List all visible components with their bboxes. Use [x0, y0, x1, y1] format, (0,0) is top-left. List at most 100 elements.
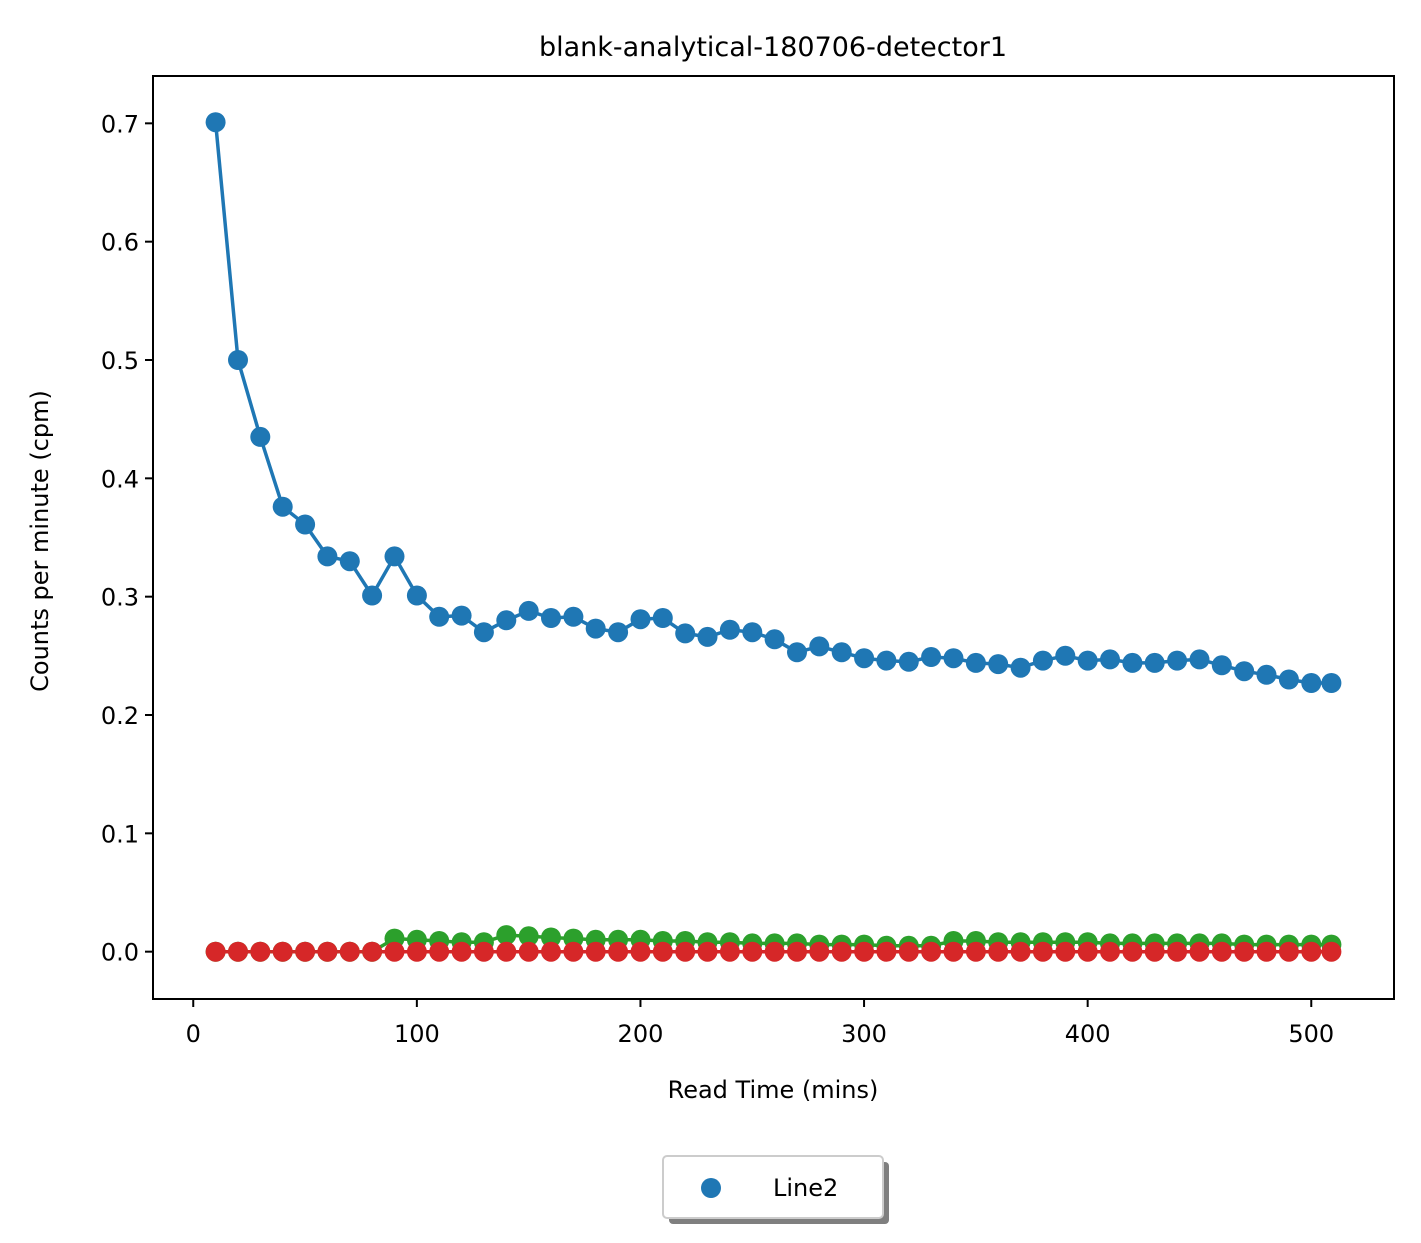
x-axis: 0 100 200 300 400 500 — [186, 999, 1334, 1048]
data-point — [384, 546, 405, 567]
data-point — [518, 926, 539, 947]
data-point — [317, 941, 338, 962]
data-point — [652, 941, 673, 962]
data-point — [1144, 652, 1165, 673]
data-point — [1321, 673, 1342, 693]
data-point — [406, 585, 427, 606]
data-point — [1234, 941, 1255, 962]
data-point — [228, 350, 248, 370]
data-point — [585, 941, 606, 962]
data-point — [943, 648, 964, 669]
data-point — [1234, 661, 1255, 682]
data-point — [228, 941, 248, 962]
x-tick-label: 500 — [1288, 1020, 1334, 1048]
data-point — [988, 654, 1009, 675]
data-point — [518, 941, 539, 962]
data-point — [339, 551, 360, 572]
data-point — [921, 941, 942, 962]
data-point — [608, 941, 629, 962]
data-point — [406, 941, 427, 962]
y-tick-label: 0.5 — [101, 347, 139, 375]
y-axis: 0.0 0.1 0.2 0.3 0.4 0.5 0.6 0.7 — [101, 110, 153, 967]
data-point — [1100, 649, 1120, 670]
data-point — [1077, 650, 1098, 671]
data-point — [362, 941, 383, 962]
data-point — [473, 941, 494, 962]
data-point — [630, 609, 651, 630]
y-axis-label: Counts per minute (cpm) — [26, 390, 54, 692]
data-point — [473, 622, 494, 643]
data-point — [585, 618, 606, 639]
data-point — [362, 585, 383, 606]
data-point — [1278, 941, 1299, 962]
data-point — [787, 941, 807, 962]
data-point — [608, 622, 629, 643]
data-point — [742, 622, 763, 643]
y-tick-label: 0.4 — [101, 465, 139, 493]
data-point — [898, 651, 919, 672]
data-point — [675, 623, 696, 644]
legend-label: Line2 — [773, 1174, 838, 1202]
data-point — [1055, 645, 1076, 666]
legend: Line2 — [662, 1155, 889, 1224]
data-point — [831, 642, 852, 663]
data-point — [205, 941, 226, 962]
data-point — [272, 941, 293, 962]
data-point — [541, 927, 561, 948]
data-point — [809, 636, 830, 657]
legend-box — [662, 1155, 884, 1219]
data-point — [1055, 941, 1076, 962]
legend-marker — [701, 1178, 721, 1198]
data-point — [943, 941, 964, 962]
data-point — [1211, 941, 1232, 962]
data-point — [1189, 941, 1210, 962]
data-point — [295, 514, 316, 535]
x-tick-label: 100 — [394, 1020, 440, 1048]
data-point — [541, 608, 561, 628]
data-point — [675, 941, 696, 962]
data-point — [272, 496, 293, 517]
data-point — [496, 941, 517, 962]
data-point — [965, 941, 986, 962]
data-point — [1077, 941, 1098, 962]
y-tick-label: 0.6 — [101, 229, 139, 257]
data-point — [1167, 650, 1188, 671]
data-point — [429, 941, 450, 962]
data-point — [854, 941, 875, 962]
series-lines — [213, 122, 1332, 954]
y-tick-label: 0.1 — [101, 820, 139, 848]
data-point — [809, 941, 830, 962]
data-point — [1211, 655, 1232, 676]
data-point — [250, 941, 271, 962]
data-point — [764, 941, 785, 962]
data-point — [921, 647, 942, 667]
data-point — [295, 941, 316, 962]
data-point — [876, 941, 897, 962]
chart-title: blank-analytical-180706-detector1 — [539, 32, 1007, 63]
data-point — [339, 941, 360, 962]
y-tick-label: 0.2 — [101, 702, 139, 730]
y-tick-label: 0.3 — [101, 584, 139, 612]
data-point — [518, 600, 539, 621]
data-point — [1122, 941, 1143, 962]
data-point — [205, 112, 226, 133]
data-point — [1010, 941, 1031, 962]
data-point — [1301, 673, 1322, 693]
data-point — [384, 941, 405, 962]
data-point — [1189, 649, 1210, 670]
data-point — [563, 941, 584, 962]
data-point — [1256, 664, 1277, 685]
data-point — [630, 941, 651, 962]
data-point — [1256, 941, 1277, 962]
data-point — [988, 941, 1009, 962]
data-point — [1122, 652, 1143, 673]
data-point — [451, 605, 472, 626]
x-tick-label: 200 — [618, 1020, 664, 1048]
x-tick-label: 300 — [841, 1020, 887, 1048]
data-point — [876, 650, 897, 671]
data-point — [1321, 941, 1342, 962]
data-point — [719, 619, 740, 640]
data-point — [1010, 657, 1031, 678]
data-point — [652, 608, 673, 628]
x-axis-label: Read Time (mins) — [668, 1076, 879, 1104]
